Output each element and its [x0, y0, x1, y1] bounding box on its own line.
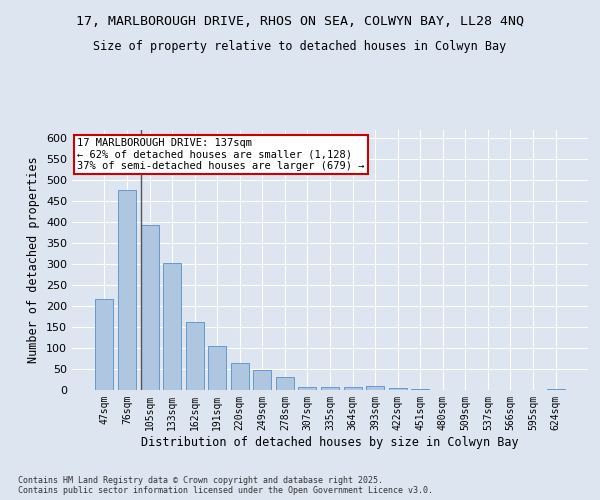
Bar: [366, 386, 384, 390]
Bar: [253, 370, 271, 390]
Bar: [140, 225, 158, 390]
Text: Contains HM Land Registry data © Crown copyright and database right 2025.
Contai: Contains HM Land Registry data © Crown c…: [18, 476, 433, 495]
Bar: [231, 362, 249, 390]
Bar: [344, 388, 362, 390]
Bar: [185, 322, 204, 390]
Bar: [163, 262, 181, 390]
Bar: [321, 388, 339, 390]
Bar: [411, 389, 429, 390]
Bar: [276, 378, 294, 390]
Text: Size of property relative to detached houses in Colwyn Bay: Size of property relative to detached ho…: [94, 40, 506, 53]
Bar: [547, 389, 565, 390]
Bar: [208, 346, 226, 390]
Text: 17 MARLBOROUGH DRIVE: 137sqm
← 62% of detached houses are smaller (1,128)
37% of: 17 MARLBOROUGH DRIVE: 137sqm ← 62% of de…: [77, 138, 365, 171]
Bar: [298, 387, 316, 390]
Bar: [118, 190, 136, 390]
Bar: [389, 388, 407, 390]
Y-axis label: Number of detached properties: Number of detached properties: [28, 156, 40, 364]
Bar: [95, 298, 113, 390]
X-axis label: Distribution of detached houses by size in Colwyn Bay: Distribution of detached houses by size …: [141, 436, 519, 448]
Text: 17, MARLBOROUGH DRIVE, RHOS ON SEA, COLWYN BAY, LL28 4NQ: 17, MARLBOROUGH DRIVE, RHOS ON SEA, COLW…: [76, 15, 524, 28]
